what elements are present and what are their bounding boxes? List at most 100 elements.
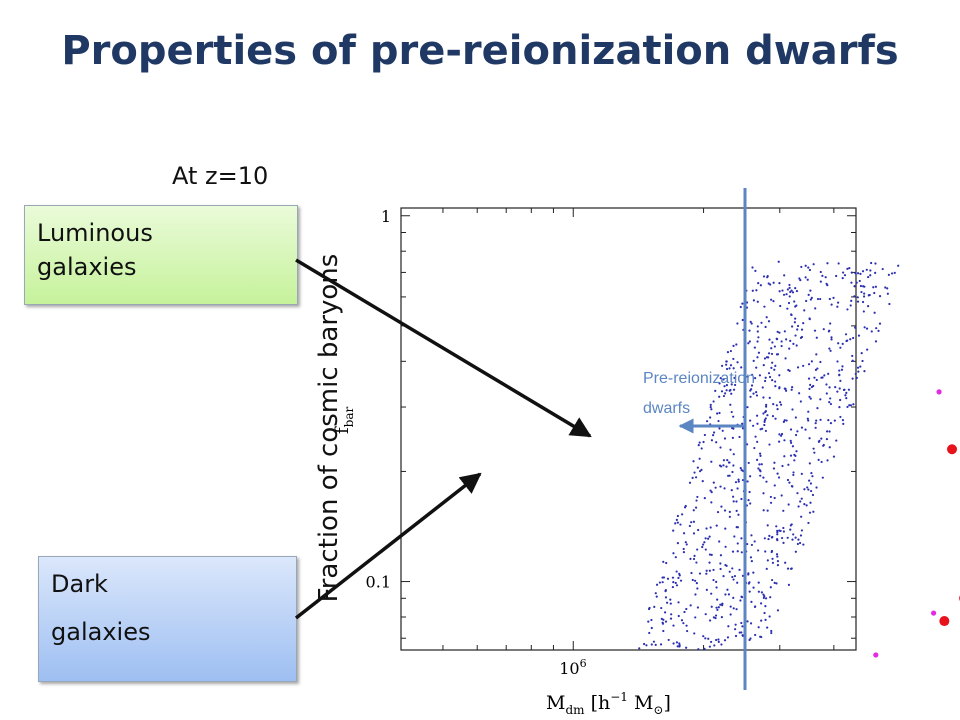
dark-galaxy-point bbox=[800, 335, 804, 339]
dark-galaxy-point bbox=[740, 366, 743, 369]
dark-galaxy-point bbox=[778, 374, 781, 377]
dark-galaxy-point bbox=[764, 417, 767, 420]
dark-galaxy-point bbox=[696, 587, 699, 590]
dark-galaxy-point bbox=[774, 380, 777, 383]
dark-galaxy-point bbox=[771, 379, 774, 382]
dark-galaxy-point bbox=[819, 297, 822, 301]
dark-galaxy-point bbox=[771, 361, 774, 364]
dark-galaxy-point bbox=[714, 389, 717, 392]
dark-galaxy-point bbox=[808, 511, 812, 514]
dark-galaxy-point bbox=[780, 340, 783, 343]
dark-galaxy-point bbox=[839, 398, 842, 402]
dark-galaxy-point bbox=[841, 277, 844, 280]
dark-galaxy-point bbox=[703, 433, 706, 437]
dark-galaxy-point bbox=[797, 538, 800, 541]
dark-galaxy-point bbox=[666, 577, 670, 580]
dark-galaxy-point bbox=[838, 369, 841, 372]
dark-galaxy-point bbox=[725, 465, 728, 468]
dark-galaxy-point bbox=[852, 336, 855, 340]
dark-galaxy-point bbox=[828, 329, 831, 332]
dark-galaxy-point bbox=[785, 338, 788, 341]
dark-galaxy-point bbox=[718, 411, 721, 415]
dark-galaxy-point bbox=[851, 359, 854, 362]
dark-galaxy-point bbox=[700, 447, 703, 450]
dark-galaxy-point bbox=[733, 535, 736, 538]
dark-galaxy-point bbox=[814, 422, 817, 425]
dark-galaxy-point bbox=[861, 359, 864, 363]
dark-galaxy-point bbox=[789, 524, 792, 527]
dark-galaxy-point bbox=[766, 509, 769, 512]
dark-galaxy-point bbox=[780, 344, 783, 348]
dark-galaxy-point bbox=[795, 304, 798, 307]
dark-galaxy-point bbox=[718, 540, 721, 543]
dark-galaxy-point bbox=[783, 419, 786, 422]
dark-galaxy-point bbox=[776, 531, 779, 534]
dark-galaxy-point bbox=[726, 351, 730, 354]
dark-galaxy-point bbox=[816, 297, 820, 301]
dark-galaxy-point bbox=[780, 434, 783, 437]
dark-galaxy-point bbox=[678, 642, 681, 645]
magenta-point bbox=[936, 389, 942, 395]
dark-galaxy-point bbox=[811, 475, 814, 478]
dark-galaxy-point bbox=[799, 500, 802, 503]
dark-galaxy-point bbox=[866, 348, 869, 351]
dark-galaxy-point bbox=[779, 403, 783, 406]
dark-galaxy-point bbox=[738, 568, 741, 571]
callout-line-1: Dark bbox=[51, 570, 108, 598]
dark-galaxy-point bbox=[788, 347, 791, 350]
dark-galaxy-point bbox=[714, 617, 717, 620]
dark-galaxy-point bbox=[847, 388, 850, 391]
dark-galaxy-point bbox=[696, 466, 699, 469]
dark-galaxy-point bbox=[770, 549, 774, 553]
dark-galaxy-point bbox=[779, 304, 782, 308]
dark-galaxy-point bbox=[684, 541, 687, 544]
dark-galaxy-point bbox=[709, 526, 712, 529]
dark-galaxy-point bbox=[675, 518, 678, 521]
dark-galaxy-point bbox=[741, 574, 745, 577]
dark-galaxy-point bbox=[783, 274, 786, 277]
dark-galaxy-point bbox=[763, 305, 766, 308]
dark-galaxy-point bbox=[807, 419, 810, 422]
dark-galaxy-point bbox=[794, 433, 798, 437]
dark-galaxy-point bbox=[768, 615, 771, 618]
dark-galaxy-point bbox=[670, 613, 673, 616]
dark-galaxy-point bbox=[839, 415, 842, 419]
dark-galaxy-point bbox=[888, 302, 891, 306]
dark-galaxy-point bbox=[694, 506, 698, 509]
dark-galaxy-point bbox=[660, 606, 663, 610]
dark-galaxy-point bbox=[796, 328, 799, 331]
dark-galaxy-point bbox=[674, 581, 677, 585]
dark-galaxy-point bbox=[789, 290, 792, 294]
dark-galaxy-point bbox=[829, 402, 833, 406]
dark-galaxy-point bbox=[675, 641, 679, 644]
dark-galaxy-point bbox=[792, 471, 795, 474]
dark-galaxy-point bbox=[848, 404, 851, 407]
dark-galaxy-point bbox=[751, 266, 754, 269]
dark-galaxy-point bbox=[806, 278, 809, 281]
dark-galaxy-point bbox=[886, 287, 889, 290]
dark-galaxy-point bbox=[783, 455, 786, 458]
plot-frame bbox=[400, 207, 857, 651]
dark-galaxy-point bbox=[712, 578, 715, 582]
dark-galaxy-point bbox=[702, 440, 705, 444]
dark-galaxy-point bbox=[786, 307, 789, 310]
dark-galaxy-point bbox=[728, 461, 731, 464]
x-axis-label: Mdm [h−1 M⊙] bbox=[546, 690, 671, 717]
dark-galaxy-point bbox=[844, 394, 847, 397]
dark-galaxy-point bbox=[813, 451, 816, 454]
dark-galaxy-point bbox=[778, 433, 781, 436]
dark-galaxy-point bbox=[787, 503, 790, 506]
dark-galaxy-point bbox=[787, 368, 790, 372]
dark-galaxy-point bbox=[795, 344, 798, 347]
dark-galaxy-point bbox=[809, 482, 813, 485]
dark-galaxy-point bbox=[874, 271, 877, 274]
dark-galaxy-point bbox=[811, 493, 815, 497]
dark-galaxy-point bbox=[770, 536, 773, 539]
dark-galaxy-point bbox=[689, 557, 692, 560]
dark-galaxy-point bbox=[748, 490, 751, 494]
dark-galaxy-point bbox=[791, 386, 794, 389]
dark-galaxy-point bbox=[878, 295, 882, 298]
dark-galaxy-point bbox=[706, 420, 709, 423]
dark-galaxy-point bbox=[690, 521, 693, 524]
dark-galaxy-point bbox=[728, 367, 731, 370]
